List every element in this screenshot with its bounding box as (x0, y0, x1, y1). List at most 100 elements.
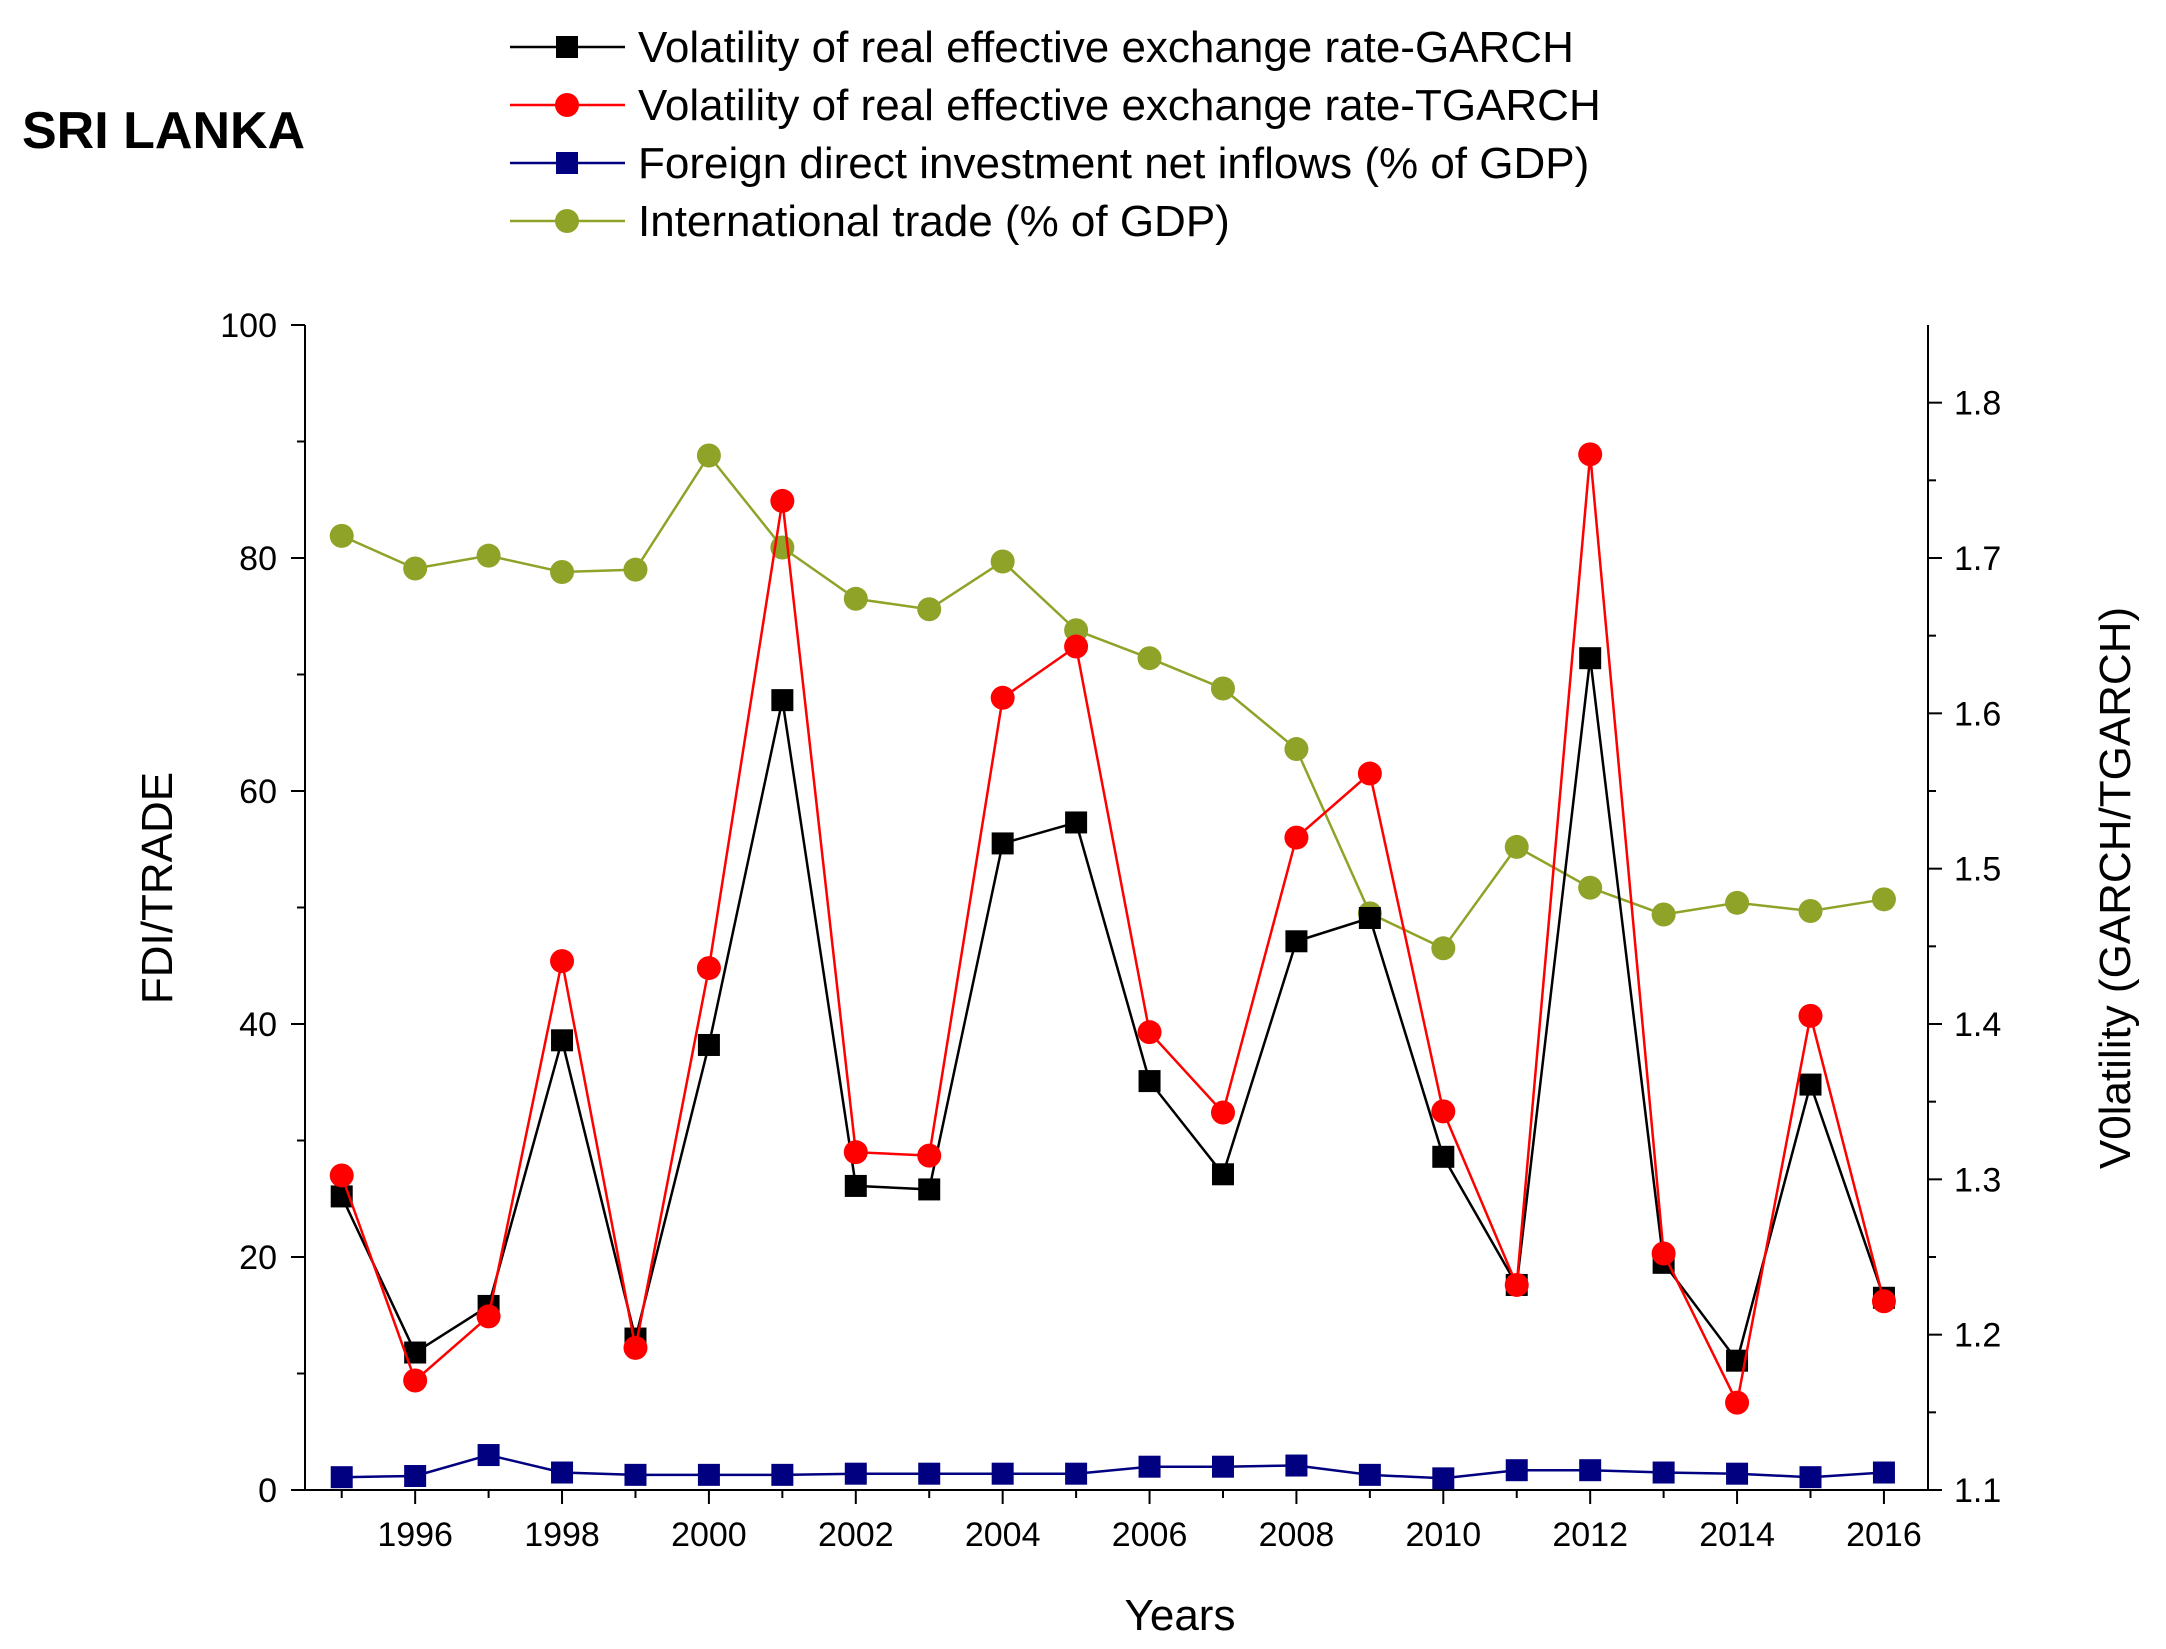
data-point (843, 586, 868, 611)
right-y-tick-label: 1.3 (1954, 1161, 2001, 1199)
data-point (1431, 1099, 1456, 1124)
ticks: 1996 1998 2000 2002 2004 2006 2008 2010 2012 2014… (220, 307, 2001, 1554)
data-point (329, 523, 354, 548)
data-point (1504, 1272, 1529, 1297)
data-point (1432, 1145, 1455, 1168)
data-point (623, 1335, 648, 1360)
x-tick-label: 2014 (1699, 1516, 1775, 1554)
x-tick-label: 2012 (1552, 1516, 1628, 1554)
legend-marker (556, 36, 578, 58)
legend-label: Volatility of real effective exchange ra… (638, 23, 1574, 72)
x-tick-label: 2016 (1846, 1516, 1922, 1554)
data-point (1872, 1461, 1895, 1484)
data-point (1579, 647, 1602, 670)
data-point (1651, 902, 1676, 927)
data-point (697, 1463, 720, 1486)
chart-title: SRI LANKA (22, 102, 305, 160)
data-point (1799, 1466, 1822, 1489)
data-point (991, 1462, 1014, 1485)
data-point (990, 685, 1015, 710)
data-point (771, 1463, 794, 1486)
data-point (917, 597, 942, 622)
data-point (1358, 906, 1381, 929)
x-axis-label: Years (1125, 1591, 1236, 1640)
right-y-tick-label: 1.4 (1954, 1006, 2001, 1044)
right-y-axis-label: V0latility (GARCH/TGARCH) (2091, 607, 2140, 1169)
left-y-tick-label: 60 (239, 773, 277, 811)
series-volatility-of-real-effective-exchange-rate-tgarch (329, 442, 1896, 1415)
data-point (1357, 761, 1382, 786)
data-point (1871, 887, 1896, 912)
data-point (477, 1444, 500, 1467)
series-line (341, 453, 1885, 950)
data-point (330, 1466, 353, 1489)
data-point (329, 1163, 354, 1188)
data-point (843, 1140, 868, 1165)
left-y-axis-label: FDI/TRADE (133, 772, 182, 1004)
x-tick-label: 2008 (1259, 1516, 1335, 1554)
right-y-tick-label: 1.5 (1954, 851, 2001, 889)
data-point (1285, 1454, 1308, 1477)
series-line (340, 454, 1886, 1407)
data-point (1138, 1455, 1161, 1478)
data-point (844, 1462, 867, 1485)
axes (304, 325, 1929, 1491)
data-point (1505, 1459, 1528, 1482)
legend-marker (555, 93, 579, 117)
left-y-tick-label: 0 (258, 1472, 277, 1510)
data-point (1284, 737, 1309, 762)
data-point (1064, 634, 1089, 659)
data-point (476, 1304, 501, 1329)
data-point (1065, 1462, 1088, 1485)
data-point (550, 949, 575, 974)
data-point (696, 443, 721, 468)
legend-label: Foreign direct investment net inflows (%… (638, 139, 1589, 188)
right-y-tick-label: 1.7 (1954, 540, 2001, 578)
data-point (1137, 1020, 1162, 1045)
data-point (1579, 1459, 1602, 1482)
data-point (1065, 811, 1088, 834)
legend-marker (555, 209, 579, 233)
data-point (1210, 1100, 1235, 1125)
left-y-tick-label: 20 (239, 1239, 277, 1277)
data-point (1284, 825, 1309, 850)
data-point (1358, 1463, 1381, 1486)
data-point (403, 1368, 428, 1393)
x-tick-label: 2004 (965, 1516, 1041, 1554)
left-y-tick-label: 80 (239, 540, 277, 578)
data-point (1285, 930, 1308, 953)
data-point (403, 556, 428, 581)
data-point (1504, 834, 1529, 859)
data-point (918, 1178, 941, 1201)
legend-label: International trade (% of GDP) (638, 197, 1230, 246)
series-international-trade-of-gdp (329, 443, 1896, 961)
data-point (476, 543, 501, 568)
legend-label: Volatility of real effective exchange ra… (638, 81, 1601, 130)
legend-entry: Volatility of real effective exchange ra… (510, 81, 1601, 130)
data-point (1798, 898, 1823, 923)
series-foreign-direct-investment-net-inflows-of-gdp (330, 1444, 1895, 1490)
data-point (623, 557, 648, 582)
data-point (990, 549, 1015, 574)
series-line (340, 658, 1886, 1364)
data-point (1138, 1070, 1161, 1093)
right-y-tick-label: 1.6 (1954, 695, 2001, 733)
x-tick-label: 2002 (818, 1516, 894, 1554)
right-y-tick-label: 1.2 (1954, 1317, 2001, 1355)
data-point (1726, 1349, 1749, 1372)
data-point (1651, 1241, 1676, 1266)
left-y-tick-label: 100 (220, 307, 277, 345)
x-tick-label: 1998 (524, 1516, 600, 1554)
legend-entry: Foreign direct investment net inflows (%… (510, 139, 1589, 188)
series-line (341, 1453, 1884, 1480)
right-y-tick-label: 1.1 (1954, 1472, 2001, 1510)
data-point (1871, 1289, 1896, 1314)
data-point (696, 956, 721, 981)
data-point (771, 689, 794, 712)
legend-marker (556, 152, 578, 174)
data-point (917, 1143, 942, 1168)
data-point (991, 832, 1014, 855)
data-point (1725, 1390, 1750, 1415)
data-point (624, 1463, 647, 1486)
data-point (1578, 442, 1603, 467)
